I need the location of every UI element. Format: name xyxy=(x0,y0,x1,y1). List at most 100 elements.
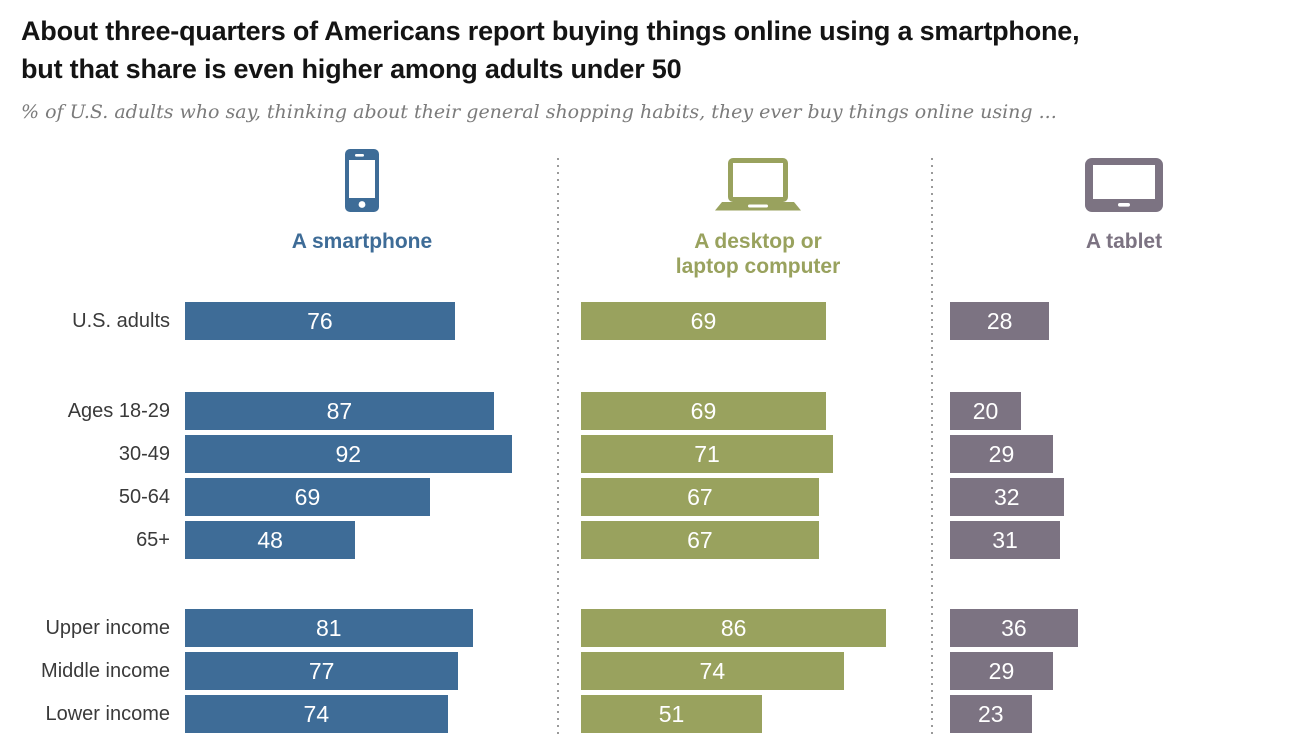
row-label: 65+ xyxy=(136,529,170,551)
row-label: 50-64 xyxy=(118,486,170,508)
bar-track: 51 xyxy=(581,695,936,733)
bar-track: 69 xyxy=(185,478,540,516)
column-divider xyxy=(931,158,933,736)
laptop-icon xyxy=(715,149,801,212)
column-header-tablet: A tablet xyxy=(964,149,1284,254)
chart-row: Middle income 77 74 29 xyxy=(0,652,1298,690)
bar-value-label: 29 xyxy=(988,657,1015,684)
bar-tablet: 23 xyxy=(950,695,1032,733)
column-label-smartphone: A smartphone xyxy=(291,230,433,253)
bar-smartphone: 92 xyxy=(185,435,512,473)
bar-track: 67 xyxy=(581,521,936,559)
bar-value-label: 48 xyxy=(257,526,283,553)
bar-smartphone: 48 xyxy=(185,521,356,559)
bar-track: 69 xyxy=(581,392,936,430)
bar-desktop: 69 xyxy=(581,302,826,340)
row-label: Ages 18-29 xyxy=(67,400,170,422)
bar-track: 87 xyxy=(185,392,540,430)
chart-title-line-2: but that share is even higher among adul… xyxy=(21,54,682,84)
bar-value-label: 51 xyxy=(658,700,685,727)
bar-smartphone: 77 xyxy=(185,652,459,690)
bar-value-label: 74 xyxy=(699,657,726,684)
bar-value-label: 23 xyxy=(978,700,1004,727)
chart-subtitle: % of U.S. adults who say, thinking about… xyxy=(21,101,1057,123)
bar-value-label: 69 xyxy=(294,483,321,510)
bar-smartphone: 81 xyxy=(185,609,473,647)
chart-title-line-1: About three-quarters of Americans report… xyxy=(21,16,1080,46)
chart-row: Lower income 74 51 23 xyxy=(0,695,1298,733)
bar-value-label: 69 xyxy=(690,307,717,334)
bar-track: 28 xyxy=(950,302,1298,340)
bar-track: 20 xyxy=(950,392,1298,430)
bar-value-label: 86 xyxy=(720,614,747,641)
bar-track: 76 xyxy=(185,302,540,340)
bar-value-label: 69 xyxy=(690,397,717,424)
bar-smartphone: 76 xyxy=(185,302,455,340)
chart-row: U.S. adults 76 69 28 xyxy=(0,302,1298,340)
bar-smartphone: 87 xyxy=(185,392,494,430)
column-label-tablet: A tablet xyxy=(1085,230,1163,253)
tablet-icon xyxy=(1085,149,1163,212)
bar-value-label: 31 xyxy=(992,526,1018,553)
bar-value-label: 67 xyxy=(687,483,713,510)
chart-rows: U.S. adults 76 69 28 Ages 18-29 87 69 20 30-49 92… xyxy=(0,302,1298,738)
chart-row: Upper income 81 86 36 xyxy=(0,609,1298,647)
bar-track: 29 xyxy=(950,435,1298,473)
row-label: Upper income xyxy=(45,617,170,639)
bar-desktop: 67 xyxy=(581,521,819,559)
bar-value-label: 76 xyxy=(307,307,333,334)
bar-value-label: 20 xyxy=(972,397,999,424)
bar-track: 69 xyxy=(581,302,936,340)
smartphone-icon xyxy=(345,149,379,212)
bar-track: 92 xyxy=(185,435,540,473)
bar-value-label: 81 xyxy=(315,614,342,641)
bar-value-label: 29 xyxy=(988,440,1015,467)
bar-tablet: 36 xyxy=(950,609,1078,647)
row-label: 30-49 xyxy=(118,443,170,465)
bar-desktop: 51 xyxy=(581,695,763,733)
bar-value-label: 67 xyxy=(687,526,713,553)
bar-track: 81 xyxy=(185,609,540,647)
bar-track: 74 xyxy=(185,695,540,733)
bar-desktop: 86 xyxy=(581,609,887,647)
chart-row: Ages 18-29 87 69 20 xyxy=(0,392,1298,430)
bar-tablet: 28 xyxy=(950,302,1050,340)
bar-desktop: 71 xyxy=(581,435,834,473)
bar-value-label: 87 xyxy=(326,397,353,424)
chart-row: 30-49 92 71 29 xyxy=(0,435,1298,473)
bar-value-label: 77 xyxy=(308,657,335,684)
bar-value-label: 36 xyxy=(1001,614,1027,641)
bar-track: 77 xyxy=(185,652,540,690)
row-label: U.S. adults xyxy=(72,310,170,332)
bar-track: 23 xyxy=(950,695,1298,733)
bar-track: 29 xyxy=(950,652,1298,690)
bar-value-label: 92 xyxy=(335,440,362,467)
bar-track: 71 xyxy=(581,435,936,473)
bar-track: 86 xyxy=(581,609,936,647)
bar-value-label: 28 xyxy=(986,307,1013,334)
chart-row: 65+ 48 67 31 xyxy=(0,521,1298,559)
bar-value-label: 71 xyxy=(694,440,720,467)
bar-track: 48 xyxy=(185,521,540,559)
bar-value-label: 32 xyxy=(994,483,1020,510)
column-divider xyxy=(557,158,559,736)
column-header-desktop: A desktop or laptop computer xyxy=(598,149,918,279)
column-header-smartphone: A smartphone xyxy=(202,149,522,254)
bar-tablet: 29 xyxy=(950,435,1053,473)
bar-track: 74 xyxy=(581,652,936,690)
bar-tablet: 32 xyxy=(950,478,1064,516)
chart-row: 50-64 69 67 32 xyxy=(0,478,1298,516)
bar-desktop: 67 xyxy=(581,478,819,516)
row-label: Middle income xyxy=(41,660,170,682)
bar-track: 32 xyxy=(950,478,1298,516)
bar-track: 36 xyxy=(950,609,1298,647)
bar-smartphone: 74 xyxy=(185,695,448,733)
bar-tablet: 20 xyxy=(950,392,1021,430)
bar-track: 31 xyxy=(950,521,1298,559)
bar-tablet: 29 xyxy=(950,652,1053,690)
bar-value-label: 74 xyxy=(303,700,330,727)
chart-title: About three-quarters of Americans report… xyxy=(21,12,1080,88)
bar-track: 67 xyxy=(581,478,936,516)
bar-desktop: 69 xyxy=(581,392,826,430)
